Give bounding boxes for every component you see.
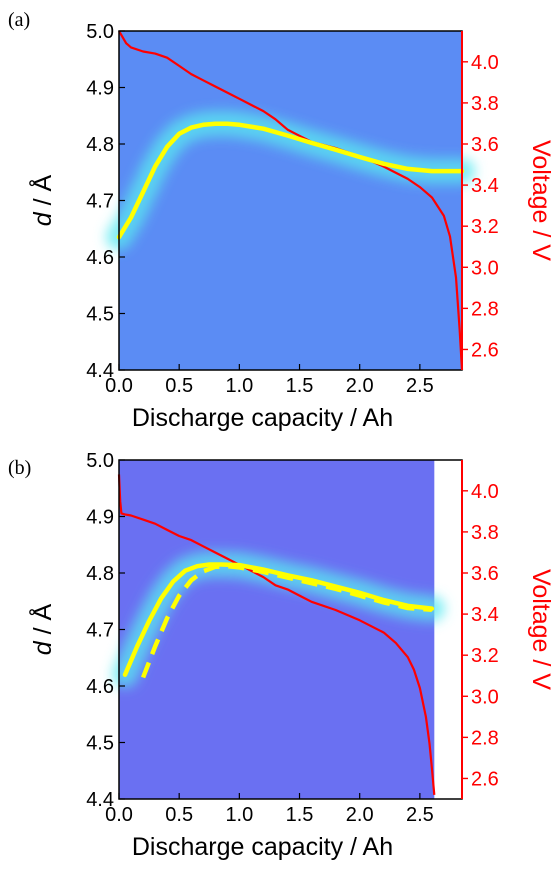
x-tick-label: 0.5 <box>165 375 193 397</box>
y-left-tick-label: 4.4 <box>86 360 114 382</box>
y-left-tick-label: 4.8 <box>86 563 114 585</box>
panel-a: 0.0 0.5 1.0 1.5 2.0 2.5 4.4 4.5 4.6 4.7 4.8 4.9 5.0 2… <box>8 9 552 432</box>
voltage-curve <box>118 30 464 371</box>
x-tick-label: 0.5 <box>165 804 193 826</box>
y-left-axis-label-unit: / Å <box>27 603 57 641</box>
x-tick-label: 1.5 <box>286 375 314 397</box>
d-spacing-curve-dashed <box>141 563 433 679</box>
y-left-tick-label: 4.5 <box>86 304 114 326</box>
y-left-tick-label: 4.9 <box>86 507 114 529</box>
y-left-tick-label: 4.7 <box>86 620 114 642</box>
x-tick-label: 0.0 <box>105 375 133 397</box>
y-left-tick-label: 5.0 <box>86 450 114 472</box>
y-left-axis-label: d / Å <box>27 603 57 655</box>
y-left-axis-label-symbol: d <box>29 211 57 226</box>
y-left-tick-label: 4.9 <box>86 78 114 100</box>
y-left-tick-label: 4.6 <box>86 247 114 269</box>
y-right-tick-label: 3.2 <box>471 645 499 667</box>
x-tick-label: 2.0 <box>346 375 374 397</box>
y-right-tick-label: 2.8 <box>471 727 499 749</box>
panel-label: (a) <box>8 9 30 31</box>
x-tick-label: 1.5 <box>286 804 314 826</box>
x-tick-label: 2.0 <box>346 804 374 826</box>
y-left-tick-label: 4.8 <box>86 134 114 156</box>
heatmap-background <box>119 460 435 799</box>
y-left-axis-label-symbol: d <box>29 640 57 655</box>
y-left-tick-label: 4.4 <box>86 789 114 811</box>
panel-label: (b) <box>8 457 31 479</box>
x-tick-label: 2.5 <box>406 804 434 826</box>
y-right-tick-label: 2.8 <box>471 298 499 320</box>
d-spacing-curve <box>116 121 465 240</box>
y-left-tick-label: 4.7 <box>86 191 114 213</box>
y-right-tick-label: 3.2 <box>471 216 499 238</box>
y-left-axis-label: d / Å <box>27 174 57 226</box>
y-right-tick-label: 3.4 <box>471 175 499 197</box>
x-tick-label: 2.5 <box>406 375 434 397</box>
heatmap-background <box>119 31 462 370</box>
y-right-tick-label: 2.6 <box>471 339 499 361</box>
y-right-tick-label: 2.6 <box>471 768 499 790</box>
y-left-tick-label: 4.6 <box>86 676 114 698</box>
y-right-tick-label: 4.0 <box>471 481 499 503</box>
y-left-axis-label-unit: / Å <box>27 174 57 212</box>
y-left-tick-label: 4.5 <box>86 733 114 755</box>
panel-b: 0.0 0.5 1.0 1.5 2.0 2.5 4.4 4.5 4.6 4.7 4.8 4.9 5.0 2… <box>8 450 552 861</box>
y-left-tick-label: 5.0 <box>86 21 114 43</box>
y-right-tick-label: 3.0 <box>471 257 499 279</box>
x-tick-label: 0.0 <box>105 804 133 826</box>
x-axis-label: Discharge capacity / Ah <box>132 833 393 861</box>
y-right-tick-label: 3.0 <box>471 686 499 708</box>
y-right-tick-label: 4.0 <box>471 52 499 74</box>
y-right-tick-label: 3.6 <box>471 563 499 585</box>
x-tick-label: 1.0 <box>225 804 253 826</box>
x-axis-label: Discharge capacity / Ah <box>132 404 393 432</box>
x-tick-label: 1.0 <box>225 375 253 397</box>
voltage-curve <box>117 474 436 795</box>
y-right-axis-label: Voltage / V <box>527 569 552 690</box>
y-right-axis-label: Voltage / V <box>527 140 552 261</box>
y-right-tick-label: 3.8 <box>471 522 499 544</box>
y-right-tick-label: 3.6 <box>471 134 499 156</box>
y-right-tick-label: 3.8 <box>471 93 499 115</box>
y-right-tick-label: 3.4 <box>471 604 499 626</box>
